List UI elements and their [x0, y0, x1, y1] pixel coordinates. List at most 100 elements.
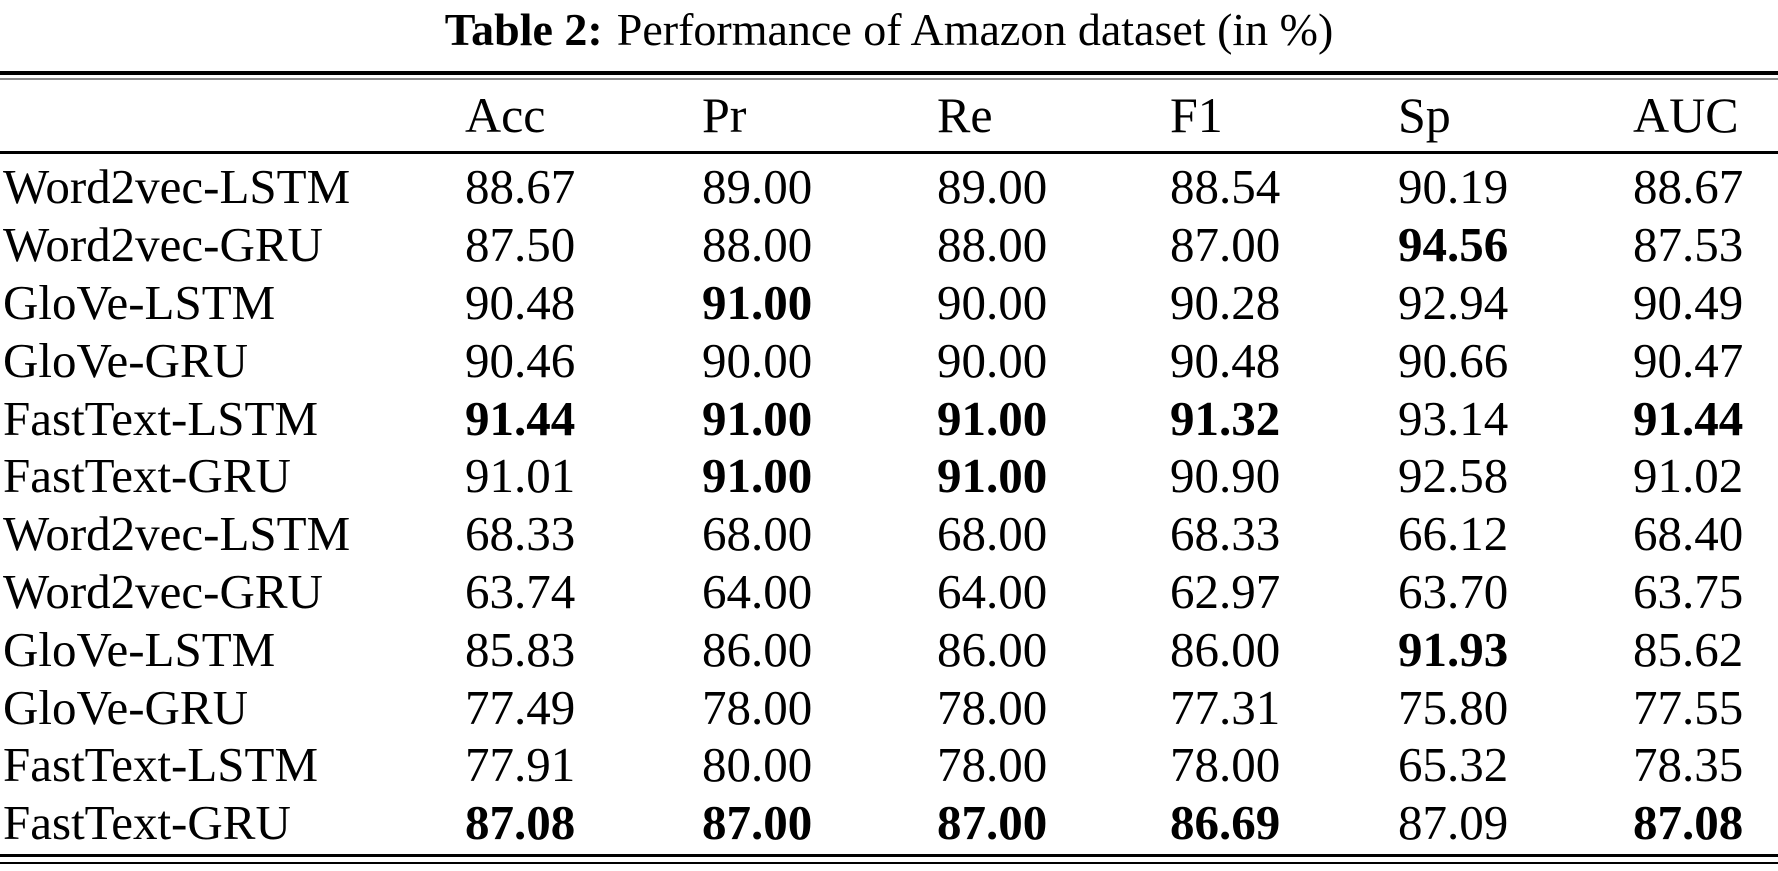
- value-cell: 68.40: [1633, 506, 1744, 562]
- value-cell: 90.48: [465, 274, 576, 330]
- value-cell: 90.19: [1398, 159, 1509, 215]
- header-rule-divider: [0, 151, 1778, 154]
- value-cell: 78.35: [1633, 737, 1744, 793]
- value-cell: 78.00: [1170, 737, 1281, 793]
- value-cell: 90.66: [1398, 332, 1509, 388]
- value-cell: 89.00: [937, 159, 1048, 215]
- table-row: GloVe-GRU 77.49 78.00 78.00 77.31 75.80 …: [0, 678, 1778, 736]
- value-cell: 63.74: [465, 563, 576, 619]
- table-row: FastText-LSTM 77.91 80.00 78.00 78.00 65…: [0, 736, 1778, 794]
- value-cell: 87.53: [1633, 217, 1744, 273]
- row-label: GloVe-GRU: [3, 679, 248, 735]
- value-cell: 91.00: [702, 390, 813, 446]
- row-label: Word2vec-LSTM: [3, 506, 351, 562]
- value-cell: 91.02: [1633, 448, 1744, 504]
- value-cell: 68.33: [1170, 506, 1281, 562]
- column-header-acc: Acc: [465, 87, 546, 143]
- value-cell: 78.00: [937, 679, 1048, 735]
- table-row: Word2vec-GRU 87.50 88.00 88.00 87.00 94.…: [0, 216, 1778, 274]
- value-cell: 87.09: [1398, 795, 1509, 851]
- value-cell: 90.47: [1633, 332, 1744, 388]
- value-cell: 87.08: [1633, 795, 1744, 851]
- value-cell: 90.48: [1170, 332, 1281, 388]
- row-label: FastText-GRU: [3, 448, 291, 504]
- value-cell: 90.46: [465, 332, 576, 388]
- table-caption: Table 2: Performance of Amazon dataset (i…: [0, 2, 1778, 58]
- value-cell: 91.00: [702, 448, 813, 504]
- table-row: Word2vec-LSTM 88.67 89.00 89.00 88.54 90…: [0, 158, 1778, 216]
- top-rule-divider: [0, 71, 1778, 80]
- value-cell: 68.33: [465, 506, 576, 562]
- value-cell: 87.50: [465, 217, 576, 273]
- value-cell: 88.00: [937, 217, 1048, 273]
- row-label: GloVe-LSTM: [3, 621, 276, 677]
- value-cell: 62.97: [1170, 563, 1281, 619]
- value-cell: 77.55: [1633, 679, 1744, 735]
- value-cell: 93.14: [1398, 390, 1509, 446]
- row-label: Word2vec-GRU: [3, 217, 323, 273]
- table-row: GloVe-LSTM 85.83 86.00 86.00 86.00 91.93…: [0, 620, 1778, 678]
- table-row: FastText-GRU 91.01 91.00 91.00 90.90 92.…: [0, 447, 1778, 505]
- column-header-f1: F1: [1170, 87, 1223, 143]
- value-cell: 91.01: [465, 448, 576, 504]
- value-cell: 91.44: [465, 390, 576, 446]
- value-cell: 92.58: [1398, 448, 1509, 504]
- value-cell: 89.00: [702, 159, 813, 215]
- value-cell: 90.00: [702, 332, 813, 388]
- value-cell: 63.70: [1398, 563, 1509, 619]
- value-cell: 86.00: [702, 621, 813, 677]
- bottom-rule-divider: [0, 854, 1778, 864]
- table-caption-text: Performance of Amazon dataset (in %): [616, 4, 1334, 55]
- table-header-row: Acc Pr Re F1 Sp AUC: [0, 84, 1778, 146]
- value-cell: 64.00: [702, 563, 813, 619]
- value-cell: 87.00: [702, 795, 813, 851]
- value-cell: 78.00: [937, 737, 1048, 793]
- table-caption-number: Table 2:: [444, 4, 603, 55]
- table-row: GloVe-LSTM 90.48 91.00 90.00 90.28 92.94…: [0, 274, 1778, 332]
- value-cell: 86.00: [937, 621, 1048, 677]
- table-rows: Word2vec-LSTM 88.67 89.00 89.00 88.54 90…: [0, 158, 1778, 852]
- row-label: GloVe-LSTM: [3, 274, 276, 330]
- value-cell: 87.00: [937, 795, 1048, 851]
- value-cell: 90.00: [937, 274, 1048, 330]
- value-cell: 85.62: [1633, 621, 1744, 677]
- value-cell: 75.80: [1398, 679, 1509, 735]
- value-cell: 88.54: [1170, 159, 1281, 215]
- value-cell: 68.00: [702, 506, 813, 562]
- value-cell: 77.91: [465, 737, 576, 793]
- value-cell: 91.32: [1170, 390, 1281, 446]
- column-header-re: Re: [937, 87, 993, 143]
- value-cell: 64.00: [937, 563, 1048, 619]
- value-cell: 77.31: [1170, 679, 1281, 735]
- table-row: GloVe-GRU 90.46 90.00 90.00 90.48 90.66 …: [0, 331, 1778, 389]
- column-header-pr: Pr: [702, 87, 747, 143]
- value-cell: 91.00: [937, 448, 1048, 504]
- value-cell: 63.75: [1633, 563, 1744, 619]
- row-label: GloVe-GRU: [3, 332, 248, 388]
- table-row: FastText-GRU 87.08 87.00 87.00 86.69 87.…: [0, 794, 1778, 852]
- value-cell: 65.32: [1398, 737, 1509, 793]
- value-cell: 90.00: [937, 332, 1048, 388]
- value-cell: 66.12: [1398, 506, 1509, 562]
- value-cell: 78.00: [702, 679, 813, 735]
- value-cell: 87.00: [1170, 217, 1281, 273]
- value-cell: 68.00: [937, 506, 1048, 562]
- value-cell: 77.49: [465, 679, 576, 735]
- value-cell: 91.00: [702, 274, 813, 330]
- row-label: FastText-LSTM: [3, 737, 319, 793]
- row-label: Word2vec-GRU: [3, 563, 323, 619]
- column-header-sp: Sp: [1398, 87, 1451, 143]
- value-cell: 91.93: [1398, 621, 1509, 677]
- value-cell: 87.08: [465, 795, 576, 851]
- value-cell: 85.83: [465, 621, 576, 677]
- table-row: Word2vec-GRU 63.74 64.00 64.00 62.97 63.…: [0, 563, 1778, 621]
- row-label: FastText-GRU: [3, 795, 291, 851]
- column-header-auc: AUC: [1633, 87, 1739, 143]
- value-cell: 91.00: [937, 390, 1048, 446]
- value-cell: 91.44: [1633, 390, 1744, 446]
- value-cell: 94.56: [1398, 217, 1509, 273]
- row-label: Word2vec-LSTM: [3, 159, 351, 215]
- table-row: Word2vec-LSTM 68.33 68.00 68.00 68.33 66…: [0, 505, 1778, 563]
- value-cell: 90.28: [1170, 274, 1281, 330]
